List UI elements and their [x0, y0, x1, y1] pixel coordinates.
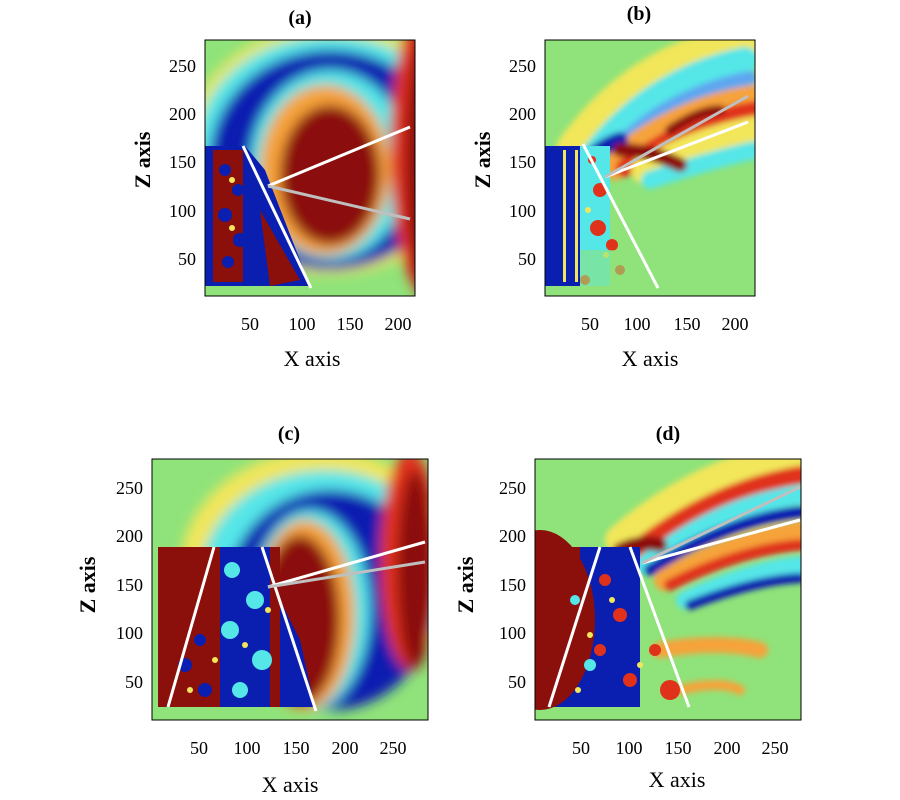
panel-a: (a)	[130, 7, 416, 371]
panel-b-xtick: 200	[722, 314, 749, 334]
panel-b-xtick: 50	[581, 314, 599, 334]
panel-b-ytick: 150	[509, 152, 536, 172]
panel-d-xticks: 50 100 150 200 250	[572, 738, 789, 758]
panel-a-ytick: 100	[169, 201, 196, 221]
panel-b-ytick: 50	[518, 249, 536, 269]
panel-a-field	[205, 40, 415, 296]
panel-b-ytick: 250	[509, 56, 536, 76]
panel-a-ytick: 250	[169, 56, 196, 76]
panel-b: (b)	[470, 3, 756, 371]
panel-b-xtick: 150	[674, 314, 701, 334]
panel-b-xticks: 50 100 150 200	[581, 314, 749, 334]
panel-d-xtick: 100	[616, 738, 643, 758]
panel-a-xtick: 50	[241, 314, 259, 334]
panel-d-xtick: 200	[714, 738, 741, 758]
panel-b-yticks: 50 100 150 200 250	[509, 56, 536, 269]
panel-d-title: (d)	[656, 423, 680, 445]
panel-b-ylabel: Z axis	[470, 131, 495, 188]
panel-a-xtick: 150	[337, 314, 364, 334]
panel-b-ytick: 200	[509, 104, 536, 124]
panel-d-ytick: 100	[499, 623, 526, 643]
panel-c-ytick: 250	[116, 478, 143, 498]
panel-d-xlabel: X axis	[649, 767, 706, 792]
panel-d-ylabel: Z axis	[453, 556, 478, 613]
panel-c-ytick: 50	[125, 672, 143, 692]
panel-d-xtick: 50	[572, 738, 590, 758]
panel-c-title: (c)	[278, 423, 300, 445]
panel-d: (d)	[453, 423, 802, 792]
panel-c-xtick: 250	[380, 738, 407, 758]
panel-d-xtick: 150	[665, 738, 692, 758]
panel-a-ytick: 150	[169, 152, 196, 172]
panel-d-ytick: 150	[499, 575, 526, 595]
panel-c-ylabel: Z axis	[75, 556, 100, 613]
panel-c-yticks: 50 100 150 200 250	[116, 478, 143, 692]
panel-c-xlabel: X axis	[262, 772, 319, 797]
panel-a-xticks: 50 100 150 200	[241, 314, 412, 334]
panel-a-ytick: 50	[178, 249, 196, 269]
panel-a-xtick: 100	[289, 314, 316, 334]
panel-b-xlabel: X axis	[622, 346, 679, 371]
panel-d-ytick: 250	[499, 478, 526, 498]
panel-b-title: (b)	[627, 3, 651, 25]
panel-c-xtick: 200	[332, 738, 359, 758]
panel-c-xtick: 150	[283, 738, 310, 758]
panel-c-ytick: 100	[116, 623, 143, 643]
panel-a-yticks: 50 100 150 200 250	[169, 56, 196, 269]
panel-a-title: (a)	[288, 7, 311, 29]
panel-c-xticks: 50 100 150 200 250	[190, 738, 407, 758]
panel-d-ytick: 50	[508, 672, 526, 692]
panel-c-ytick: 150	[116, 575, 143, 595]
panel-b-xtick: 100	[624, 314, 651, 334]
panel-a-xlabel: X axis	[284, 346, 341, 371]
panel-d-xtick: 250	[762, 738, 789, 758]
panel-d-yticks: 50 100 150 200 250	[499, 478, 526, 692]
panel-a-ytick: 200	[169, 104, 196, 124]
panel-a-xtick: 200	[385, 314, 412, 334]
panel-c-ytick: 200	[116, 526, 143, 546]
panel-d-field	[535, 459, 801, 720]
panel-c-xtick: 100	[234, 738, 261, 758]
panel-c: (c)	[75, 423, 429, 797]
panel-c-xtick: 50	[190, 738, 208, 758]
panel-c-field	[152, 459, 428, 720]
panel-a-ylabel: Z axis	[130, 131, 155, 188]
panel-d-ytick: 200	[499, 526, 526, 546]
panel-b-ytick: 100	[509, 201, 536, 221]
panel-b-field	[545, 40, 755, 296]
